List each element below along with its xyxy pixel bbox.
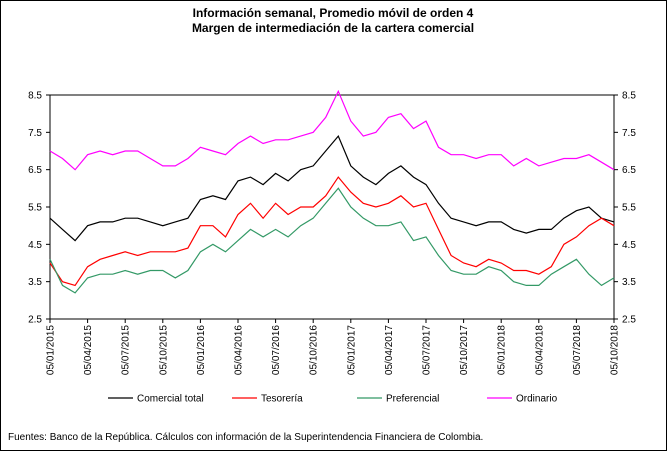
- y-tick-label: 8.5: [28, 91, 42, 102]
- series-line: [49, 187, 615, 294]
- y2-tick-label: 2.5: [622, 315, 636, 326]
- x-tick-label: 05/04/2017: [384, 325, 395, 375]
- y-tick-label: 3.5: [28, 277, 42, 288]
- series-line: [49, 176, 615, 287]
- x-tick-label: 05/01/2016: [196, 325, 207, 375]
- y2-tick-label: 6.5: [622, 165, 636, 176]
- x-tick-label: 05/07/2017: [422, 325, 433, 375]
- series-line: [49, 89, 615, 171]
- chart-title: Margen de intermediación de la cartera c…: [192, 21, 474, 35]
- x-tick-label: 05/07/2018: [572, 325, 583, 375]
- y-tick-label: 6.5: [28, 165, 42, 176]
- x-tick-label: 05/04/2018: [534, 325, 545, 375]
- legend-label: Tesorería: [261, 394, 303, 405]
- y2-tick-label: 5.5: [622, 203, 636, 214]
- series-line: [49, 134, 615, 242]
- x-tick-label: 05/07/2016: [271, 325, 282, 375]
- y2-tick-label: 4.5: [622, 240, 636, 251]
- x-tick-label: 05/01/2015: [46, 325, 57, 375]
- x-tick-label: 05/10/2018: [610, 325, 621, 375]
- y2-tick-label: 8.5: [622, 91, 636, 102]
- y-tick-label: 7.5: [28, 128, 42, 139]
- x-tick-label: 05/10/2017: [459, 325, 470, 375]
- source-note: Fuentes: Banco de la República. Cálculos…: [8, 432, 483, 443]
- y2-tick-label: 3.5: [622, 277, 636, 288]
- legend-label: Preferencial: [386, 394, 439, 405]
- x-tick-label: 05/10/2015: [158, 325, 169, 375]
- y-tick-label: 5.5: [28, 203, 42, 214]
- chart-title: Información semanal, Promedio móvil de o…: [193, 6, 474, 20]
- x-tick-label: 05/04/2015: [83, 325, 94, 375]
- legend-label: Comercial total: [137, 394, 204, 405]
- x-tick-label: 05/04/2016: [234, 325, 245, 375]
- y-tick-label: 4.5: [28, 240, 42, 251]
- x-tick-label: 05/01/2017: [346, 325, 357, 375]
- y2-tick-label: 7.5: [622, 128, 636, 139]
- legend-label: Ordinario: [516, 394, 558, 405]
- x-tick-label: 05/07/2015: [121, 325, 132, 375]
- x-tick-label: 05/10/2016: [309, 325, 320, 375]
- y-tick-label: 2.5: [28, 315, 42, 326]
- x-tick-label: 05/01/2018: [497, 325, 508, 375]
